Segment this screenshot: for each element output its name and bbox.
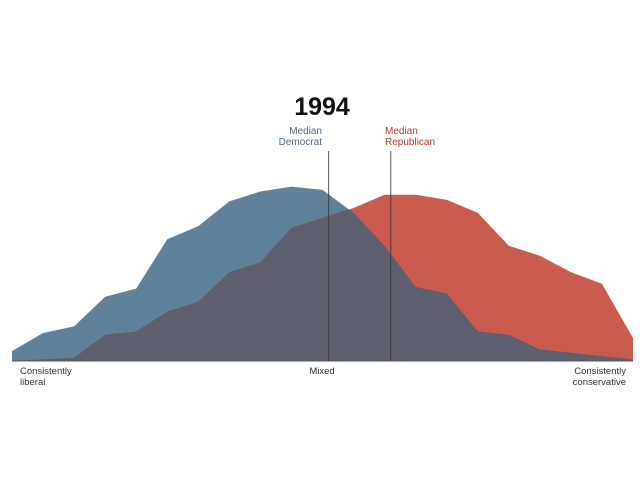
median-democrat-label-line1: Median bbox=[289, 126, 322, 137]
median-republican-label-line2: Republican bbox=[385, 137, 435, 148]
chart-areas bbox=[12, 186, 633, 361]
chart-title: 1994 bbox=[294, 93, 350, 121]
x-tick-label-center: Mixed bbox=[309, 366, 334, 377]
x-tick-label-right-line2: conservative bbox=[573, 377, 626, 388]
x-tick-label-left-line1: Consistently bbox=[20, 366, 72, 377]
median-republican-label-line1: Median bbox=[385, 126, 418, 137]
x-tick-label-right-line1: Consistently bbox=[574, 366, 626, 377]
x-tick-label-left-line2: liberal bbox=[20, 377, 45, 388]
median-lines bbox=[328, 151, 392, 361]
median-democrat-label-line2: Democrat bbox=[279, 137, 323, 148]
